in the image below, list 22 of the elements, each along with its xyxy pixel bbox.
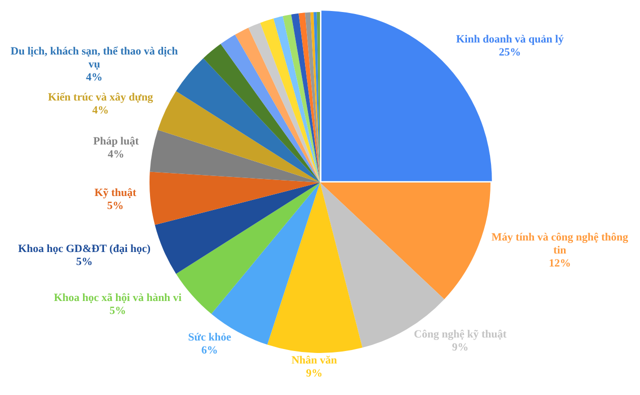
data-label: 9% (452, 342, 468, 354)
slice-label: Kiến trúc và xây dựng (48, 91, 154, 104)
slice-label: Khoa học GD&ĐT (đại học) (18, 243, 151, 256)
slice-label: Kỹ thuật (94, 187, 137, 200)
data-label: 5% (109, 304, 126, 317)
slice-label: Công nghệ kỹ thuật (414, 328, 507, 341)
data-label: 12% (548, 257, 571, 270)
slice-label: Khoa học xã hội và hành vi (54, 292, 182, 304)
slice-label: Pháp luật (93, 135, 140, 148)
slice-label: Nhân văn (291, 354, 337, 366)
slice-label: Máy tính và công nghệ thông tin (492, 231, 629, 256)
data-label: 4% (108, 148, 124, 160)
data-label: 6% (201, 344, 218, 357)
slice-label: Du lịch, khách sạn, thể thao và dịch vụ (10, 46, 178, 71)
data-label: 5% (76, 256, 93, 268)
data-label: 4% (92, 104, 109, 116)
data-label: 25% (498, 46, 521, 59)
slice-label: Kinh doanh và quản lý (456, 34, 564, 46)
data-label: 9% (306, 367, 322, 380)
data-label: 4% (86, 72, 103, 84)
slice-label: Sức khỏe (188, 332, 232, 344)
data-label: 5% (107, 200, 124, 212)
